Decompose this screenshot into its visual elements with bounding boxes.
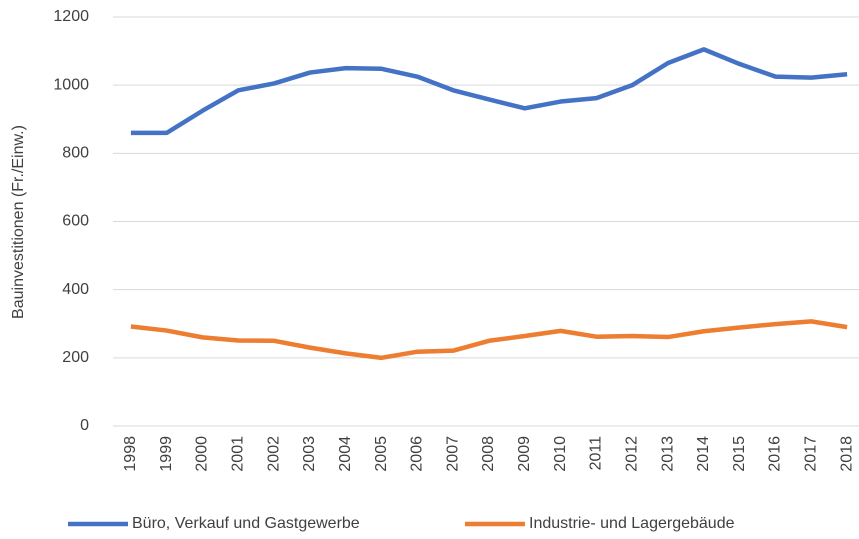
x-tick-label: 2001 [230, 436, 247, 472]
legend-label: Büro, Verkauf und Gastgewerbe [132, 515, 360, 532]
line-series [130, 319, 848, 361]
y-tick-label: 1200 [53, 8, 89, 25]
x-tick-label: 2003 [301, 436, 318, 472]
x-tick-label: 2015 [731, 436, 748, 472]
x-tick-label: 2014 [695, 436, 712, 472]
y-tick-label: 400 [62, 281, 89, 298]
x-tick-label: 2010 [552, 436, 569, 472]
x-tick-label: 2018 [838, 436, 855, 472]
x-tick-label: 2016 [767, 436, 784, 472]
legend-label: Industrie- und Lagergebäude [529, 515, 735, 532]
y-axis-label: Bauinvestitionen (Fr./Einw.) [10, 125, 27, 319]
x-tick-label: 2005 [373, 436, 390, 472]
y-tick-label: 600 [62, 213, 89, 230]
x-tick-label: 2002 [265, 436, 282, 472]
x-tick-label: 2012 [623, 436, 640, 472]
x-tick-label: 2000 [194, 436, 211, 472]
x-tick-label: 2006 [409, 436, 426, 472]
x-tick-label: 1998 [122, 436, 139, 472]
x-tick-label: 2013 [659, 436, 676, 472]
x-tick-label: 2007 [444, 436, 461, 472]
x-tick-label: 2011 [588, 436, 605, 471]
line-series [130, 47, 848, 136]
x-tick-label: 2009 [516, 436, 533, 472]
y-tick-label: 1000 [53, 76, 89, 93]
x-tick-label: 2008 [480, 436, 497, 472]
x-tick-label: 1999 [158, 436, 175, 472]
y-tick-label: 800 [62, 145, 89, 162]
y-tick-label: 0 [80, 417, 89, 434]
y-tick-label: 200 [62, 349, 89, 366]
x-tick-label: 2004 [337, 436, 354, 472]
x-tick-label: 2017 [803, 436, 820, 472]
